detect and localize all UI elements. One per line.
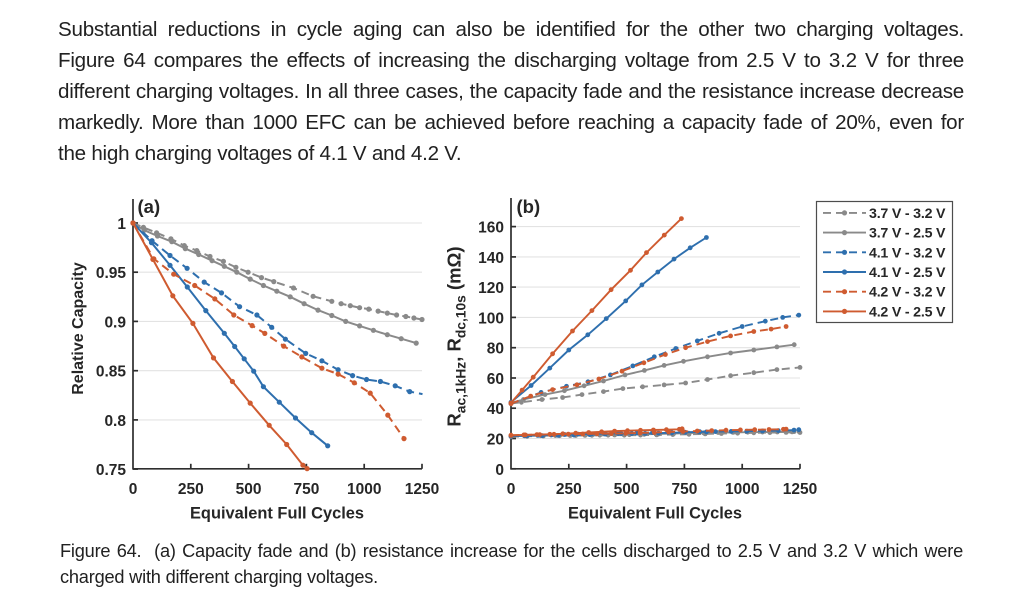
svg-text:0.75: 0.75 <box>96 462 127 479</box>
svg-text:3.7 V - 2.5 V: 3.7 V - 2.5 V <box>869 226 946 242</box>
svg-text:1250: 1250 <box>405 481 439 498</box>
svg-text:0.95: 0.95 <box>96 265 127 282</box>
svg-text:4.2 V - 2.5 V: 4.2 V - 2.5 V <box>869 304 946 320</box>
svg-text:0.85: 0.85 <box>96 364 127 381</box>
svg-text:60: 60 <box>487 371 504 388</box>
svg-text:20: 20 <box>487 432 504 449</box>
svg-text:Relative Capacity: Relative Capacity <box>70 262 87 395</box>
svg-text:(b): (b) <box>517 196 541 217</box>
svg-text:1: 1 <box>117 216 126 233</box>
svg-text:0: 0 <box>495 462 504 479</box>
svg-text:3.7 V - 3.2 V: 3.7 V - 3.2 V <box>869 206 946 222</box>
svg-text:Equivalent Full Cycles: Equivalent Full Cycles <box>568 505 742 523</box>
svg-text:250: 250 <box>178 481 204 498</box>
svg-text:0.8: 0.8 <box>104 413 126 430</box>
svg-text:(a): (a) <box>138 196 161 217</box>
svg-text:0.9: 0.9 <box>104 314 126 331</box>
svg-text:120: 120 <box>478 280 504 297</box>
svg-text:160: 160 <box>478 220 504 237</box>
svg-text:0: 0 <box>507 481 516 498</box>
svg-text:0: 0 <box>129 481 138 498</box>
svg-text:Equivalent Full Cycles: Equivalent Full Cycles <box>190 505 364 523</box>
svg-text:4.2 V - 3.2 V: 4.2 V - 3.2 V <box>869 285 946 301</box>
svg-text:750: 750 <box>293 481 319 498</box>
svg-text:1250: 1250 <box>783 481 817 498</box>
svg-text:500: 500 <box>614 481 640 498</box>
svg-text:80: 80 <box>487 341 504 358</box>
svg-text:750: 750 <box>671 481 697 498</box>
svg-text:140: 140 <box>478 250 504 267</box>
svg-text:1000: 1000 <box>725 481 759 498</box>
svg-text:250: 250 <box>556 481 582 498</box>
svg-text:1000: 1000 <box>347 481 381 498</box>
svg-text:40: 40 <box>487 401 504 418</box>
svg-text:Rac,1kHz, Rdc,10s (mΩ): Rac,1kHz, Rdc,10s (mΩ) <box>444 246 469 426</box>
svg-text:500: 500 <box>236 481 262 498</box>
svg-text:100: 100 <box>478 310 504 327</box>
svg-text:4.1 V - 2.5 V: 4.1 V - 2.5 V <box>869 265 946 281</box>
svg-text:4.1 V - 3.2 V: 4.1 V - 3.2 V <box>869 245 946 261</box>
